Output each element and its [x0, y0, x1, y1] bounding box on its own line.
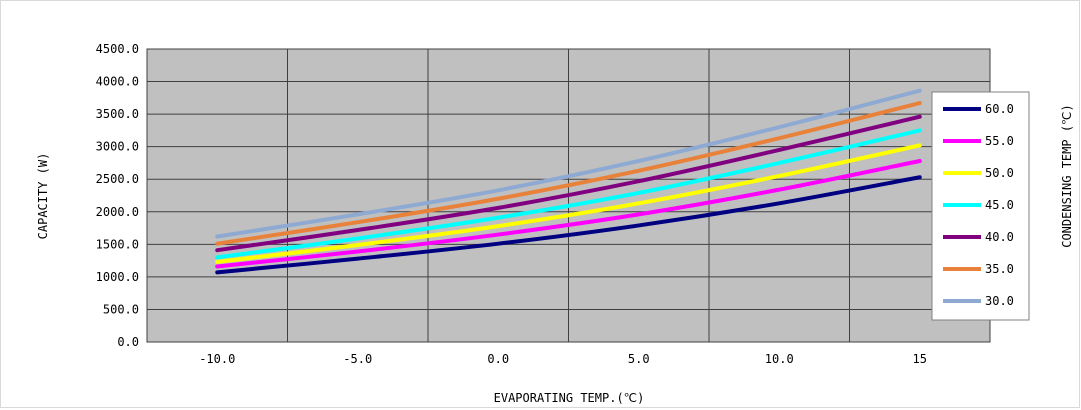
- legend-label-45.0: 45.0: [985, 198, 1014, 212]
- y-tick-label: 4500.0: [96, 42, 139, 56]
- legend-label-35.0: 35.0: [985, 262, 1014, 276]
- x-tick-label: -10.0: [199, 352, 235, 366]
- series-line-50.0: [215, 143, 922, 264]
- legend-label-60.0: 60.0: [985, 102, 1014, 116]
- legend-label-55.0: 55.0: [985, 134, 1014, 148]
- legend-title: CONDENSING TEMP (℃): [1060, 104, 1074, 248]
- y-tick-label: 1000.0: [96, 270, 139, 284]
- y-tick-labels: 0.0 500.0 1000.0 1500.0 2000.0 2500.0 3000.0 35…: [96, 42, 139, 349]
- y-tick-label: 0.0: [117, 335, 139, 349]
- x-tick-labels: -10.0 -5.0 0.0 5.0 10.0 15: [199, 352, 927, 366]
- series-line-40.0: [215, 114, 922, 253]
- y-tick-label: 4000.0: [96, 75, 139, 89]
- x-tick-label: 0.0: [487, 352, 509, 366]
- legend-label-30.0: 30.0: [985, 294, 1014, 308]
- series-line-45.0: [215, 128, 922, 260]
- series-line-35.0: [215, 101, 922, 246]
- x-tick-label: 5.0: [628, 352, 650, 366]
- y-tick-label: 3000.0: [96, 140, 139, 154]
- x-tick-label: -5.0: [343, 352, 372, 366]
- y-axis-title: CAPACITY (W): [36, 153, 50, 240]
- y-tick-label: 1500.0: [96, 237, 139, 251]
- legend-label-50.0: 50.0: [985, 166, 1014, 180]
- legend: 60.0 55.0 50.0 45.0 40.0 35.0 30.0: [931, 91, 1030, 321]
- x-axis-title: EVAPORATING TEMP.(℃): [494, 391, 645, 405]
- grid-lines: [146, 48, 991, 343]
- y-tick-label: 2000.0: [96, 205, 139, 219]
- series-lines: [215, 88, 922, 275]
- series-line-60.0: [215, 175, 922, 275]
- series-line-55.0: [215, 158, 922, 269]
- y-tick-label: 500.0: [103, 302, 139, 316]
- x-tick-label: 10.0: [765, 352, 794, 366]
- y-tick-label: 2500.0: [96, 172, 139, 186]
- legend-label-40.0: 40.0: [985, 230, 1014, 244]
- y-tick-label: 3500.0: [96, 107, 139, 121]
- series-line-30.0: [215, 88, 922, 239]
- x-tick-label: 15: [913, 352, 927, 366]
